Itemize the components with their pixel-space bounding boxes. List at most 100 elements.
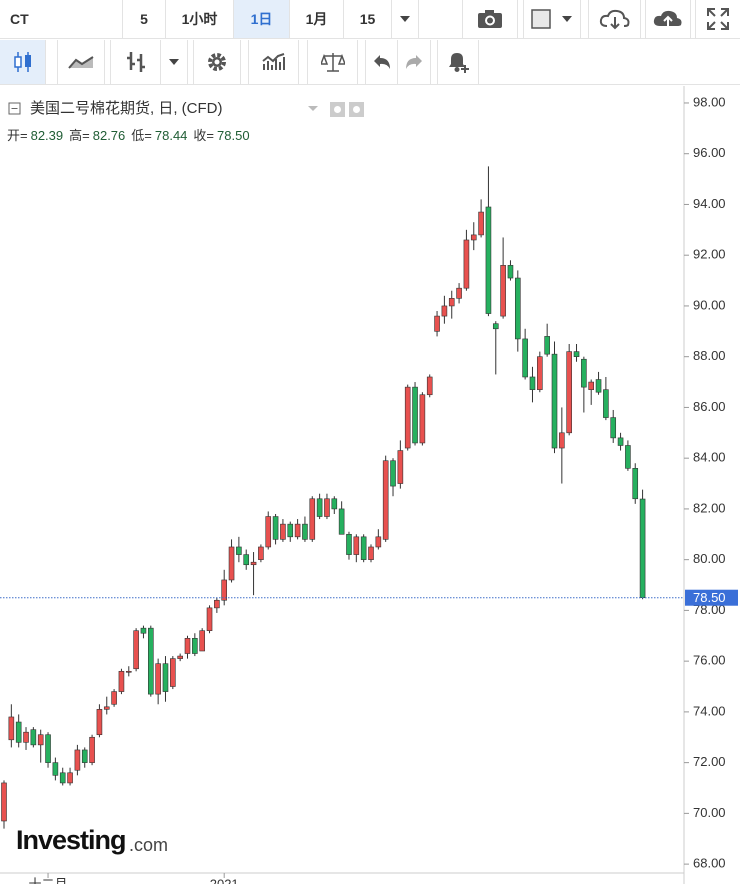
candle-body bbox=[243, 554, 250, 566]
candle-body bbox=[37, 734, 44, 746]
interval-button[interactable]: 1小时 bbox=[166, 0, 234, 38]
candle-body bbox=[581, 358, 587, 388]
candle-body bbox=[214, 599, 220, 609]
legend-value: 82.39 bbox=[31, 128, 64, 143]
candle-body bbox=[74, 749, 81, 771]
indicators-icon bbox=[261, 53, 285, 70]
gear-small-hole bbox=[353, 106, 360, 113]
candle-body bbox=[148, 627, 154, 695]
interval-button[interactable]: 5 bbox=[123, 0, 166, 38]
candle-body bbox=[625, 445, 631, 469]
candle-body bbox=[236, 546, 242, 555]
y-tick-label: 70.00 bbox=[693, 805, 726, 820]
candle-body bbox=[89, 736, 95, 763]
candle-body bbox=[155, 663, 161, 695]
dropdown[interactable] bbox=[161, 40, 188, 84]
toolbar-tools bbox=[0, 40, 740, 85]
bell-icon bbox=[449, 53, 469, 73]
indicators-button[interactable] bbox=[248, 40, 299, 84]
legend-key: 低= bbox=[131, 128, 152, 143]
candle-body bbox=[302, 523, 308, 540]
bars-button[interactable] bbox=[110, 40, 161, 84]
y-tick-label: 80.00 bbox=[693, 551, 726, 566]
candle-body bbox=[551, 353, 558, 449]
candle-body bbox=[434, 315, 440, 332]
legend-value: 78.44 bbox=[155, 128, 188, 143]
candle-body bbox=[529, 376, 536, 390]
candle-body bbox=[177, 655, 183, 659]
interval-button[interactable]: 1日 bbox=[234, 0, 290, 38]
color-button[interactable] bbox=[523, 0, 581, 38]
load-button[interactable] bbox=[588, 0, 641, 38]
dropdown[interactable] bbox=[392, 0, 419, 38]
x-tick-label: 十二月 bbox=[29, 876, 68, 884]
line-button[interactable] bbox=[57, 40, 105, 84]
compare-button[interactable] bbox=[307, 40, 358, 84]
y-tick-label: 74.00 bbox=[693, 703, 726, 718]
expand-icon bbox=[707, 8, 729, 30]
cloud-upload-icon bbox=[653, 10, 682, 28]
candles-button[interactable] bbox=[0, 40, 46, 84]
interval-button[interactable]: 15 bbox=[344, 0, 392, 38]
redo-button[interactable] bbox=[398, 40, 431, 84]
candle-body bbox=[412, 386, 418, 444]
undo-button[interactable] bbox=[365, 40, 398, 84]
y-tick-label: 94.00 bbox=[693, 196, 726, 211]
candle-body bbox=[309, 498, 316, 540]
y-tick-label: 86.00 bbox=[693, 399, 726, 414]
settings-button[interactable] bbox=[193, 40, 241, 84]
candle-body bbox=[617, 437, 624, 446]
candle-body bbox=[544, 336, 550, 355]
color-icon bbox=[531, 9, 572, 29]
caret-icon bbox=[400, 16, 410, 22]
candle-body bbox=[426, 376, 433, 396]
candle-body bbox=[382, 460, 389, 540]
candle-body bbox=[470, 234, 477, 241]
candle-body bbox=[588, 381, 595, 390]
last-price-tag bbox=[685, 589, 738, 606]
candle-body bbox=[23, 731, 29, 743]
legend-value: 82.76 bbox=[93, 128, 126, 143]
legend-value: 78.50 bbox=[217, 128, 250, 143]
y-tick-label: 96.00 bbox=[693, 145, 726, 160]
scale-icon bbox=[320, 53, 345, 72]
candle-body bbox=[514, 277, 521, 340]
alert-button[interactable] bbox=[437, 40, 479, 84]
symbol-box[interactable]: CT bbox=[0, 0, 123, 38]
interval-button[interactable]: 1月 bbox=[290, 0, 344, 38]
candle-body bbox=[492, 323, 499, 330]
title-caret bbox=[308, 106, 318, 111]
candle-body bbox=[463, 239, 470, 289]
y-tick-label: 76.00 bbox=[693, 653, 726, 668]
candle-body bbox=[8, 716, 15, 741]
logo-brand: Investing bbox=[16, 825, 126, 855]
save-button[interactable] bbox=[645, 0, 691, 38]
candle-body bbox=[419, 394, 426, 444]
candle-body bbox=[1, 782, 7, 822]
candle-body bbox=[522, 338, 528, 378]
candle-body bbox=[573, 351, 580, 357]
candle-body bbox=[331, 498, 338, 510]
fullscreen-button[interactable] bbox=[695, 0, 740, 38]
candle-body bbox=[111, 691, 117, 705]
title-block: 美国二号棉花期货, 日, (CFD) bbox=[8, 100, 364, 117]
interval-label: 15 bbox=[359, 11, 376, 27]
chart: 美国二号棉花期货, 日, (CFD) Investing .com 开= 82.3… bbox=[0, 86, 738, 884]
interval-label: 1小时 bbox=[181, 11, 218, 27]
candle-body bbox=[59, 772, 66, 784]
candle-body bbox=[456, 287, 462, 299]
candle-body bbox=[192, 638, 198, 654]
toolbar-top: CT 5 1小时 1日 1月 15 bbox=[0, 0, 740, 39]
chart-title: 美国二号棉花期货, 日, (CFD) bbox=[30, 100, 223, 117]
candle-body bbox=[390, 460, 396, 487]
logo: Investing .com bbox=[16, 825, 168, 855]
candle-body bbox=[603, 389, 609, 418]
snapshot-button[interactable] bbox=[462, 0, 518, 38]
cloud-download-icon bbox=[599, 9, 629, 30]
candle-body bbox=[537, 356, 543, 390]
candle-body bbox=[566, 351, 572, 434]
caret-icon bbox=[169, 59, 179, 65]
candle-body bbox=[595, 379, 602, 393]
logo-suffix: .com bbox=[129, 835, 168, 855]
